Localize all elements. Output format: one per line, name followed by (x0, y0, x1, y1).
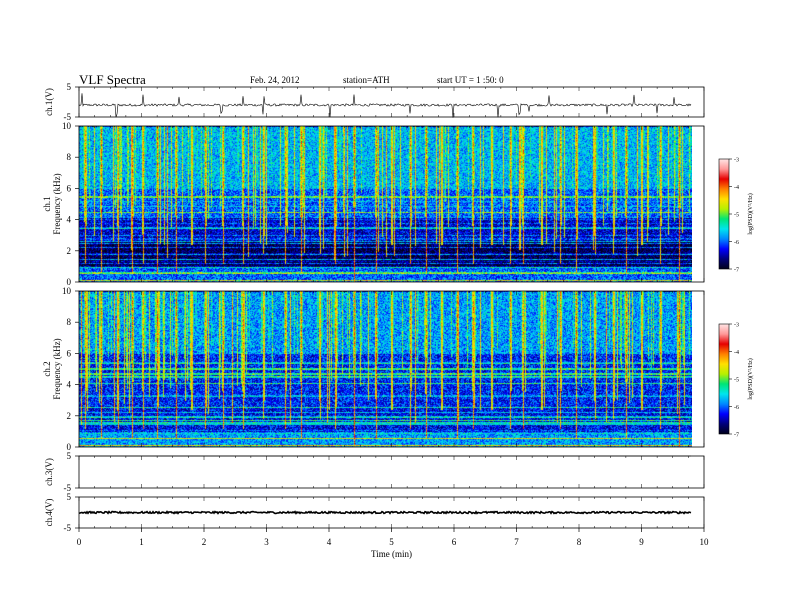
y-axis-label: ch.1(V) (44, 88, 54, 116)
date-label: Feb. 24, 2012 (250, 75, 300, 85)
y-axis-label: ch.4(V) (44, 499, 54, 527)
y-tick-label: 4 (67, 215, 72, 225)
x-tick-label: 4 (327, 537, 332, 547)
y-tick-label: 5 (67, 82, 72, 92)
y-axis-label: Frequency (kHz) (52, 338, 62, 399)
x-tick-label: 9 (639, 537, 644, 547)
y-tick-label: 8 (67, 317, 72, 327)
y-axis-channel-label: ch.2 (42, 361, 52, 376)
colorbar-tick-label: -3 (734, 323, 739, 329)
x-tick-label: 10 (700, 537, 710, 547)
y-tick-label: 5 (67, 492, 72, 502)
x-tick-label: 1 (139, 537, 144, 547)
colorbar-tick-label: -7 (734, 433, 739, 439)
y-tick-label: 10 (62, 121, 72, 131)
colorbar-label: log(PSD)(V²/Hz) (747, 358, 754, 399)
y-tick-label: -5 (64, 523, 72, 533)
colorbar-tick-label: -6 (734, 405, 739, 411)
figure-title: VLF Spectra (79, 72, 146, 87)
colorbar-ch2-spectrogram (718, 323, 730, 435)
spectrogram-image-ch1-spectrogram (79, 126, 692, 282)
colorbar-ch1-spectrogram (718, 158, 730, 270)
y-tick-label: -5 (64, 483, 72, 493)
x-tick-label: 6 (452, 537, 457, 547)
panel-frame (78, 455, 705, 489)
y-tick-label: 6 (67, 183, 72, 193)
colorbar-tick-label: -4 (734, 350, 739, 356)
x-tick-label: 3 (264, 537, 269, 547)
x-tick-label: 5 (389, 537, 394, 547)
start-time-label: start UT = 1 :50: 0 (437, 75, 504, 85)
y-tick-label: 8 (67, 152, 72, 162)
x-axis-label: Time (min) (371, 549, 412, 559)
y-tick-label: 2 (67, 411, 72, 421)
x-tick-label: 8 (577, 537, 582, 547)
waveform-trace-ch1-waveform (78, 93, 692, 118)
y-tick-label: 10 (62, 286, 72, 296)
colorbar-tick-label: -6 (734, 240, 739, 246)
y-axis-label: ch.3(V) (44, 458, 54, 486)
colorbar-tick-label: -5 (734, 378, 739, 384)
y-tick-label: 5 (67, 451, 72, 461)
x-tick-label: 0 (77, 537, 82, 547)
x-tick-label: 7 (514, 537, 519, 547)
colorbar-label: log(PSD)(V²/Hz) (747, 193, 754, 234)
station-label: station=ATH (343, 75, 390, 85)
colorbar-tick-label: -4 (734, 185, 739, 191)
colorbar-tick-label: -7 (734, 268, 739, 274)
y-tick-label: 6 (67, 348, 72, 358)
y-tick-label: 0 (67, 442, 72, 452)
y-axis-channel-label: ch.1 (42, 196, 52, 211)
y-axis-label: Frequency (kHz) (52, 173, 62, 234)
spectrogram-image-ch2-spectrogram (79, 291, 692, 447)
panel-frame (78, 86, 705, 118)
x-tick-label: 2 (202, 537, 207, 547)
y-tick-label: 4 (67, 380, 72, 390)
waveform-trace-ch4-waveform (78, 510, 692, 515)
y-tick-label: 0 (67, 277, 72, 287)
y-tick-label: 2 (67, 246, 72, 256)
y-tick-label: -5 (64, 112, 72, 122)
colorbar-tick-label: -3 (734, 158, 739, 164)
colorbar-tick-label: -5 (734, 213, 739, 219)
